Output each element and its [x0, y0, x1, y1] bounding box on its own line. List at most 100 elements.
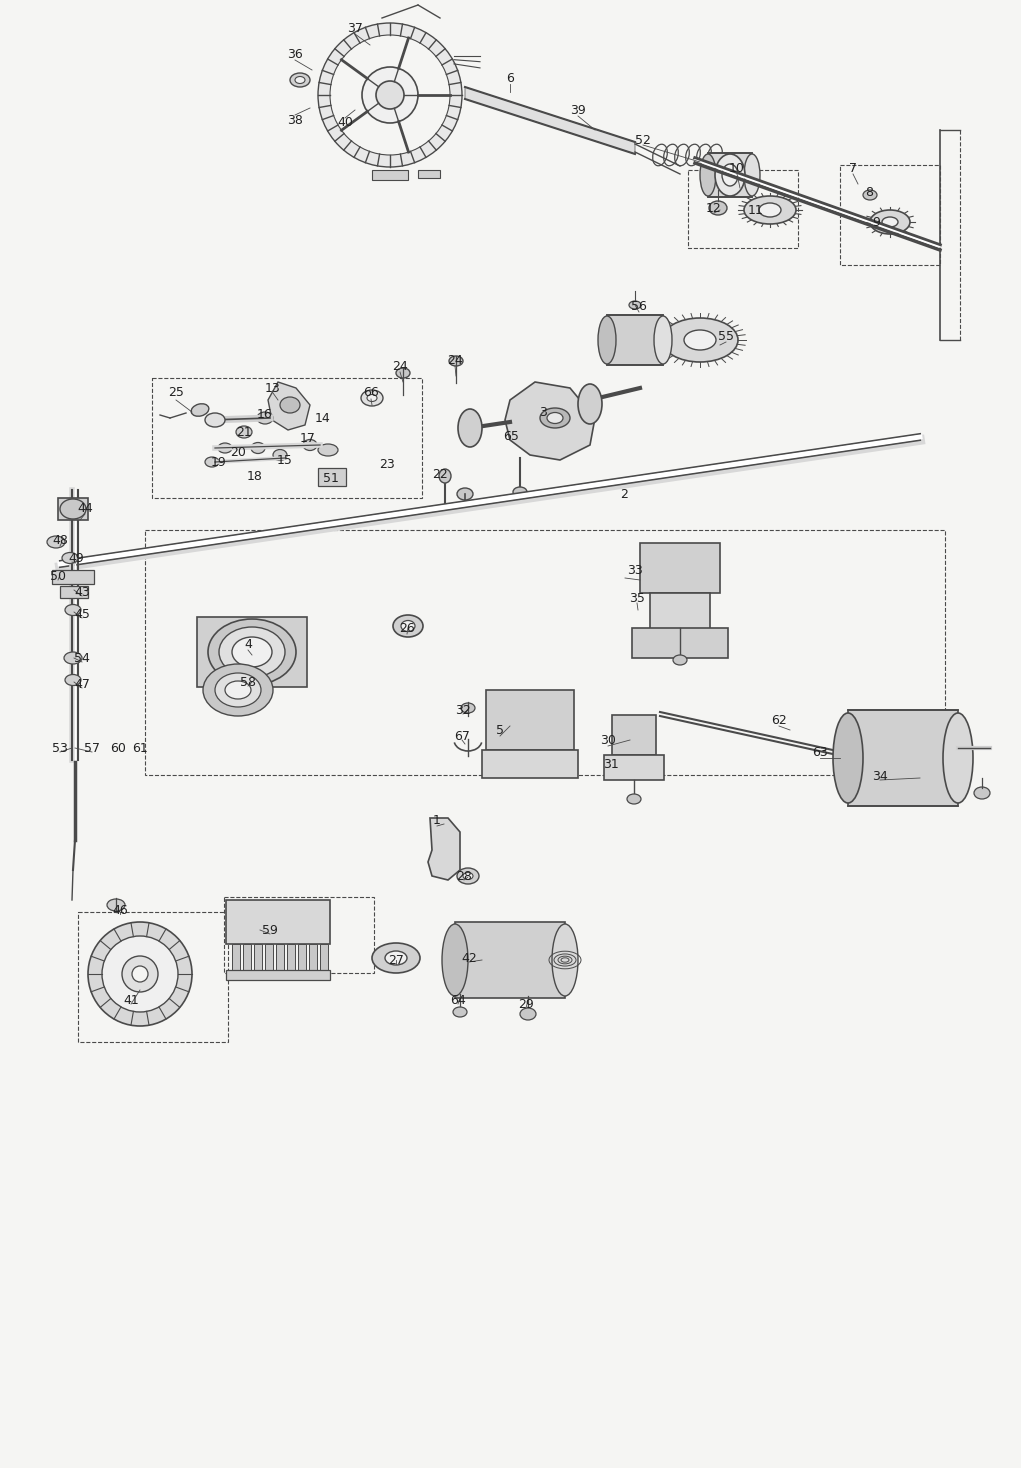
Text: 14: 14	[315, 411, 331, 424]
Ellipse shape	[833, 713, 863, 803]
Text: 67: 67	[454, 730, 470, 743]
Text: 16: 16	[257, 408, 273, 421]
Text: 34: 34	[872, 769, 888, 782]
Ellipse shape	[540, 408, 570, 429]
Ellipse shape	[273, 449, 287, 461]
Ellipse shape	[236, 426, 252, 437]
Text: 22: 22	[432, 468, 448, 482]
Ellipse shape	[401, 621, 415, 631]
Bar	[298, 944, 306, 972]
Text: 46: 46	[112, 903, 128, 916]
Ellipse shape	[684, 330, 716, 349]
Text: 21: 21	[236, 426, 252, 439]
Text: 50: 50	[50, 570, 66, 583]
Text: 51: 51	[323, 471, 339, 484]
Text: 26: 26	[399, 621, 415, 634]
Polygon shape	[465, 87, 635, 154]
Ellipse shape	[453, 1007, 467, 1017]
Text: 43: 43	[75, 586, 90, 599]
Bar	[486, 690, 574, 750]
Circle shape	[102, 937, 178, 1011]
Text: 66: 66	[363, 386, 379, 399]
Text: 25: 25	[168, 386, 184, 399]
Bar	[226, 970, 330, 981]
Text: 42: 42	[461, 951, 477, 964]
Ellipse shape	[870, 210, 910, 233]
Text: 9: 9	[872, 216, 880, 229]
Ellipse shape	[225, 681, 251, 699]
Ellipse shape	[598, 316, 616, 364]
Text: 38: 38	[287, 113, 303, 126]
Text: 55: 55	[718, 330, 734, 344]
Ellipse shape	[318, 443, 338, 457]
Bar	[607, 316, 663, 366]
Ellipse shape	[218, 443, 232, 454]
Bar	[455, 922, 565, 998]
Ellipse shape	[251, 442, 265, 454]
Ellipse shape	[218, 627, 285, 677]
Circle shape	[330, 35, 450, 156]
Ellipse shape	[439, 468, 451, 483]
Ellipse shape	[449, 357, 463, 366]
Text: 33: 33	[627, 564, 643, 577]
Ellipse shape	[205, 413, 225, 427]
Ellipse shape	[205, 457, 218, 467]
Text: 35: 35	[629, 592, 645, 605]
Text: 49: 49	[68, 552, 84, 565]
Ellipse shape	[578, 385, 602, 424]
Ellipse shape	[442, 923, 468, 995]
Bar	[688, 170, 798, 248]
Ellipse shape	[257, 413, 273, 424]
Ellipse shape	[385, 951, 407, 964]
Text: 11: 11	[748, 204, 764, 216]
Ellipse shape	[673, 655, 687, 665]
Bar	[78, 912, 228, 1042]
Ellipse shape	[654, 316, 672, 364]
Text: 41: 41	[124, 994, 139, 1007]
Ellipse shape	[457, 868, 479, 884]
Text: 58: 58	[240, 675, 256, 688]
Text: 27: 27	[388, 954, 404, 966]
Ellipse shape	[65, 674, 81, 686]
Polygon shape	[268, 382, 310, 430]
Bar	[232, 944, 240, 972]
Bar	[632, 628, 728, 658]
Circle shape	[318, 23, 461, 167]
Bar	[243, 944, 251, 972]
Bar	[640, 543, 720, 593]
Ellipse shape	[722, 164, 738, 186]
Text: 45: 45	[75, 608, 90, 621]
Ellipse shape	[232, 637, 272, 666]
Circle shape	[362, 68, 418, 123]
Ellipse shape	[396, 368, 410, 377]
Ellipse shape	[700, 154, 716, 197]
Bar	[650, 593, 710, 628]
Text: 20: 20	[230, 445, 246, 458]
Bar	[320, 944, 328, 972]
Text: 6: 6	[506, 72, 514, 85]
Text: 36: 36	[287, 48, 303, 62]
Ellipse shape	[64, 652, 82, 664]
Ellipse shape	[943, 713, 973, 803]
Bar	[309, 944, 317, 972]
Text: 17: 17	[300, 432, 315, 445]
Text: 30: 30	[600, 734, 616, 747]
Bar	[60, 586, 88, 597]
Text: 64: 64	[450, 994, 466, 1007]
Bar	[58, 498, 88, 520]
Bar	[226, 900, 330, 944]
Bar	[254, 944, 262, 972]
Ellipse shape	[303, 439, 317, 451]
Ellipse shape	[709, 201, 727, 214]
Polygon shape	[505, 382, 595, 459]
Ellipse shape	[208, 619, 296, 686]
Text: 40: 40	[337, 116, 353, 129]
Ellipse shape	[547, 413, 563, 423]
Ellipse shape	[520, 1009, 536, 1020]
Text: 48: 48	[52, 533, 68, 546]
Text: 8: 8	[865, 186, 873, 200]
Text: 18: 18	[247, 470, 263, 483]
Bar	[612, 715, 657, 755]
Ellipse shape	[882, 217, 898, 228]
Bar	[152, 377, 422, 498]
